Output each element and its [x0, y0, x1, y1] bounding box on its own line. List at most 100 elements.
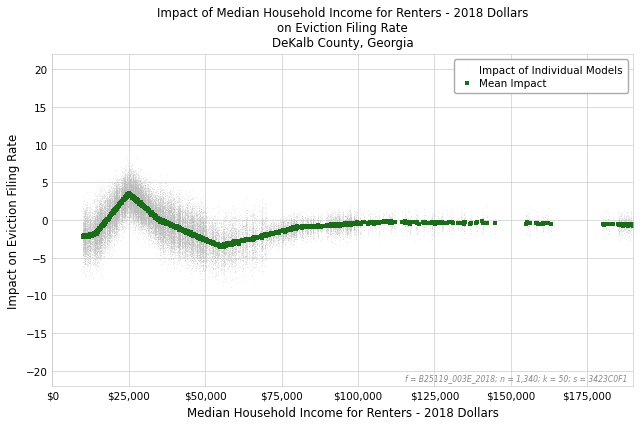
Impact of Individual Models: [110, 211, 120, 218]
Impact of Individual Models: [128, 183, 138, 190]
Impact of Individual Models: [136, 215, 147, 222]
Impact of Individual Models: [198, 250, 209, 256]
Impact of Individual Models: [117, 196, 127, 203]
Impact of Individual Models: [146, 201, 156, 208]
Impact of Individual Models: [101, 219, 111, 226]
Impact of Individual Models: [227, 232, 237, 239]
Impact of Individual Models: [288, 222, 298, 229]
Impact of Individual Models: [116, 201, 127, 208]
Impact of Individual Models: [161, 214, 171, 221]
Impact of Individual Models: [157, 217, 168, 224]
Impact of Individual Models: [158, 218, 168, 225]
Impact of Individual Models: [90, 229, 100, 236]
Impact of Individual Models: [175, 226, 185, 233]
Impact of Individual Models: [259, 195, 269, 202]
Impact of Individual Models: [155, 216, 165, 223]
Impact of Individual Models: [97, 235, 107, 242]
Impact of Individual Models: [174, 222, 184, 228]
Impact of Individual Models: [111, 198, 121, 204]
Impact of Individual Models: [186, 232, 196, 239]
Impact of Individual Models: [135, 197, 145, 204]
Impact of Individual Models: [108, 200, 118, 207]
Impact of Individual Models: [117, 200, 127, 207]
Impact of Individual Models: [180, 242, 190, 248]
Impact of Individual Models: [111, 225, 122, 232]
Impact of Individual Models: [239, 244, 250, 251]
Impact of Individual Models: [248, 233, 259, 240]
Impact of Individual Models: [94, 245, 104, 252]
Impact of Individual Models: [124, 194, 134, 201]
Impact of Individual Models: [137, 187, 147, 194]
Impact of Individual Models: [195, 242, 205, 249]
Impact of Individual Models: [144, 199, 154, 205]
Impact of Individual Models: [209, 222, 220, 229]
Impact of Individual Models: [207, 243, 217, 250]
Impact of Individual Models: [103, 224, 113, 231]
Impact of Individual Models: [125, 200, 136, 207]
Impact of Individual Models: [92, 228, 102, 235]
Impact of Individual Models: [170, 238, 180, 245]
Impact of Individual Models: [153, 223, 163, 230]
Impact of Individual Models: [109, 182, 119, 189]
Impact of Individual Models: [139, 214, 149, 221]
Impact of Individual Models: [124, 206, 134, 213]
Impact of Individual Models: [117, 204, 127, 211]
Impact of Individual Models: [385, 216, 395, 223]
Impact of Individual Models: [260, 224, 271, 230]
Impact of Individual Models: [95, 231, 106, 238]
Impact of Individual Models: [241, 235, 252, 242]
Impact of Individual Models: [273, 222, 284, 229]
Impact of Individual Models: [200, 222, 210, 228]
Impact of Individual Models: [158, 220, 168, 227]
Impact of Individual Models: [208, 234, 218, 241]
Impact of Individual Models: [218, 245, 228, 252]
Impact of Individual Models: [113, 196, 124, 202]
Impact of Individual Models: [211, 235, 221, 242]
Impact of Individual Models: [138, 223, 148, 230]
Impact of Individual Models: [266, 236, 276, 243]
Impact of Individual Models: [257, 227, 267, 233]
Impact of Individual Models: [185, 241, 195, 248]
Impact of Individual Models: [140, 220, 150, 227]
Impact of Individual Models: [179, 216, 189, 223]
Impact of Individual Models: [289, 219, 300, 225]
Impact of Individual Models: [208, 248, 218, 255]
Impact of Individual Models: [97, 232, 108, 239]
Impact of Individual Models: [85, 242, 95, 249]
Impact of Individual Models: [81, 229, 91, 236]
Impact of Individual Models: [221, 253, 231, 259]
Impact of Individual Models: [196, 239, 206, 246]
Impact of Individual Models: [140, 207, 150, 213]
Impact of Individual Models: [88, 243, 98, 250]
Impact of Individual Models: [160, 193, 170, 200]
Impact of Individual Models: [120, 203, 131, 210]
Impact of Individual Models: [221, 228, 232, 235]
Impact of Individual Models: [159, 235, 169, 242]
Impact of Individual Models: [134, 191, 145, 198]
Impact of Individual Models: [131, 182, 141, 189]
Impact of Individual Models: [109, 222, 119, 228]
Impact of Individual Models: [214, 251, 224, 258]
Impact of Individual Models: [109, 226, 120, 233]
Mean Impact: [206, 240, 216, 247]
Impact of Individual Models: [126, 185, 136, 192]
Impact of Individual Models: [102, 208, 112, 215]
Impact of Individual Models: [289, 222, 299, 229]
Impact of Individual Models: [166, 259, 177, 266]
Impact of Individual Models: [111, 191, 121, 198]
Impact of Individual Models: [193, 218, 204, 225]
Impact of Individual Models: [87, 271, 97, 277]
Impact of Individual Models: [166, 249, 177, 256]
Impact of Individual Models: [158, 211, 168, 218]
Impact of Individual Models: [155, 209, 165, 216]
Impact of Individual Models: [97, 250, 108, 256]
Impact of Individual Models: [198, 240, 208, 247]
Impact of Individual Models: [336, 225, 346, 231]
Impact of Individual Models: [150, 219, 160, 225]
Impact of Individual Models: [209, 243, 219, 250]
Impact of Individual Models: [138, 186, 148, 193]
Mean Impact: [150, 213, 160, 219]
Impact of Individual Models: [262, 233, 272, 240]
Impact of Individual Models: [108, 201, 118, 208]
Impact of Individual Models: [153, 207, 163, 213]
